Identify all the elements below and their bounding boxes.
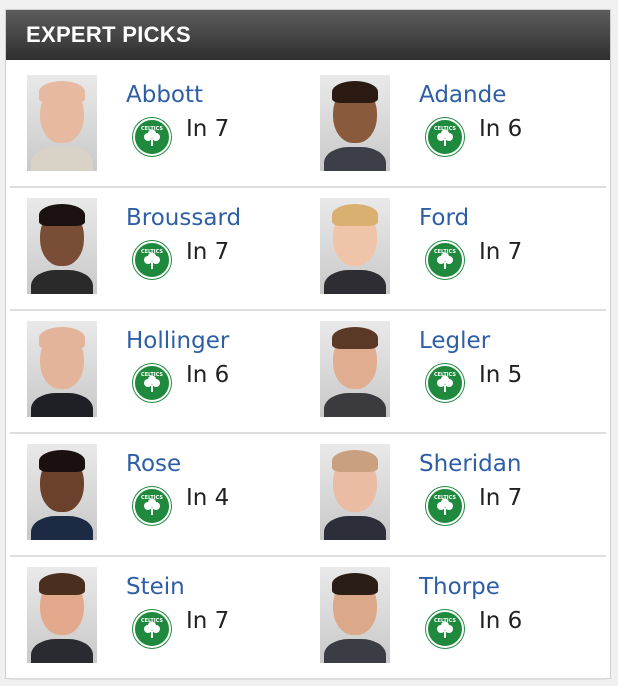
svg-text:CELTICS: CELTICS [141, 126, 163, 132]
series-prediction: In 7 [186, 116, 230, 142]
expert-name-link[interactable]: Stein [126, 574, 185, 600]
expert-name-link[interactable]: Sheridan [419, 451, 522, 477]
expert-name-link[interactable]: Thorpe [419, 574, 500, 600]
expert-headshot[interactable] [320, 321, 390, 417]
expert-headshot[interactable] [320, 567, 390, 663]
series-prediction: In 6 [479, 116, 523, 142]
picks-row: Rose CELTICS In 4 Sheridan CELTICS [10, 434, 606, 557]
celtics-shamrock-icon: CELTICS [133, 241, 171, 279]
series-prediction: In 5 [479, 362, 523, 388]
picks-grid: Abbott CELTICS In 7 Adande CELTICS [10, 65, 606, 680]
expert-name-link[interactable]: Hollinger [126, 328, 230, 354]
celtics-shamrock-icon: CELTICS [133, 487, 171, 525]
expert-headshot[interactable] [320, 444, 390, 540]
celtics-shamrock-icon: CELTICS [133, 118, 171, 156]
celtics-shamrock-icon: CELTICS [426, 610, 464, 648]
picks-row: Broussard CELTICS In 7 Ford CELTICS [10, 188, 606, 311]
expert-headshot[interactable] [27, 567, 97, 663]
expert-pick: Adande CELTICS In 6 [320, 75, 610, 175]
expert-headshot[interactable] [320, 75, 390, 171]
expert-name-link[interactable]: Ford [419, 205, 470, 231]
expert-pick: Legler CELTICS In 5 [320, 321, 610, 421]
expert-pick: Sheridan CELTICS In 7 [320, 444, 610, 544]
svg-text:CELTICS: CELTICS [434, 126, 456, 132]
expert-pick: Rose CELTICS In 4 [27, 444, 317, 544]
celtics-shamrock-icon: CELTICS [133, 610, 171, 648]
expert-pick: Stein CELTICS In 7 [27, 567, 317, 667]
expert-pick: Thorpe CELTICS In 6 [320, 567, 610, 667]
celtics-shamrock-icon: CELTICS [426, 364, 464, 402]
series-prediction: In 7 [479, 239, 523, 265]
celtics-shamrock-icon: CELTICS [426, 241, 464, 279]
picks-row: Abbott CELTICS In 7 Adande CELTICS [10, 65, 606, 188]
expert-name-link[interactable]: Abbott [126, 82, 204, 108]
expert-headshot[interactable] [27, 198, 97, 294]
expert-picks-panel: EXPERT PICKS Abbott CELTICS In 7 Adande [5, 9, 611, 680]
svg-text:CELTICS: CELTICS [141, 249, 163, 255]
svg-text:CELTICS: CELTICS [141, 372, 163, 378]
series-prediction: In 7 [186, 239, 230, 265]
expert-pick: Hollinger CELTICS In 6 [27, 321, 317, 421]
expert-headshot[interactable] [27, 444, 97, 540]
celtics-shamrock-icon: CELTICS [426, 487, 464, 525]
picks-row: Hollinger CELTICS In 6 Legler CELTICS [10, 311, 606, 434]
expert-name-link[interactable]: Rose [126, 451, 182, 477]
expert-name-link[interactable]: Adande [419, 82, 507, 108]
series-prediction: In 7 [479, 485, 523, 511]
expert-headshot[interactable] [320, 198, 390, 294]
svg-text:CELTICS: CELTICS [434, 372, 456, 378]
svg-text:CELTICS: CELTICS [434, 249, 456, 255]
svg-text:CELTICS: CELTICS [141, 618, 163, 624]
expert-headshot[interactable] [27, 321, 97, 417]
expert-pick: Broussard CELTICS In 7 [27, 198, 317, 298]
series-prediction: In 7 [186, 608, 230, 634]
panel-title: EXPERT PICKS [6, 10, 610, 60]
expert-name-link[interactable]: Legler [419, 328, 491, 354]
expert-pick: Ford CELTICS In 7 [320, 198, 610, 298]
series-prediction: In 4 [186, 485, 230, 511]
svg-text:CELTICS: CELTICS [141, 495, 163, 501]
expert-headshot[interactable] [27, 75, 97, 171]
celtics-shamrock-icon: CELTICS [426, 118, 464, 156]
svg-text:CELTICS: CELTICS [434, 618, 456, 624]
expert-pick: Abbott CELTICS In 7 [27, 75, 317, 175]
celtics-shamrock-icon: CELTICS [133, 364, 171, 402]
series-prediction: In 6 [186, 362, 230, 388]
svg-text:CELTICS: CELTICS [434, 495, 456, 501]
expert-name-link[interactable]: Broussard [126, 205, 242, 231]
picks-row: Stein CELTICS In 7 Thorpe CELTICS [10, 557, 606, 680]
series-prediction: In 6 [479, 608, 523, 634]
